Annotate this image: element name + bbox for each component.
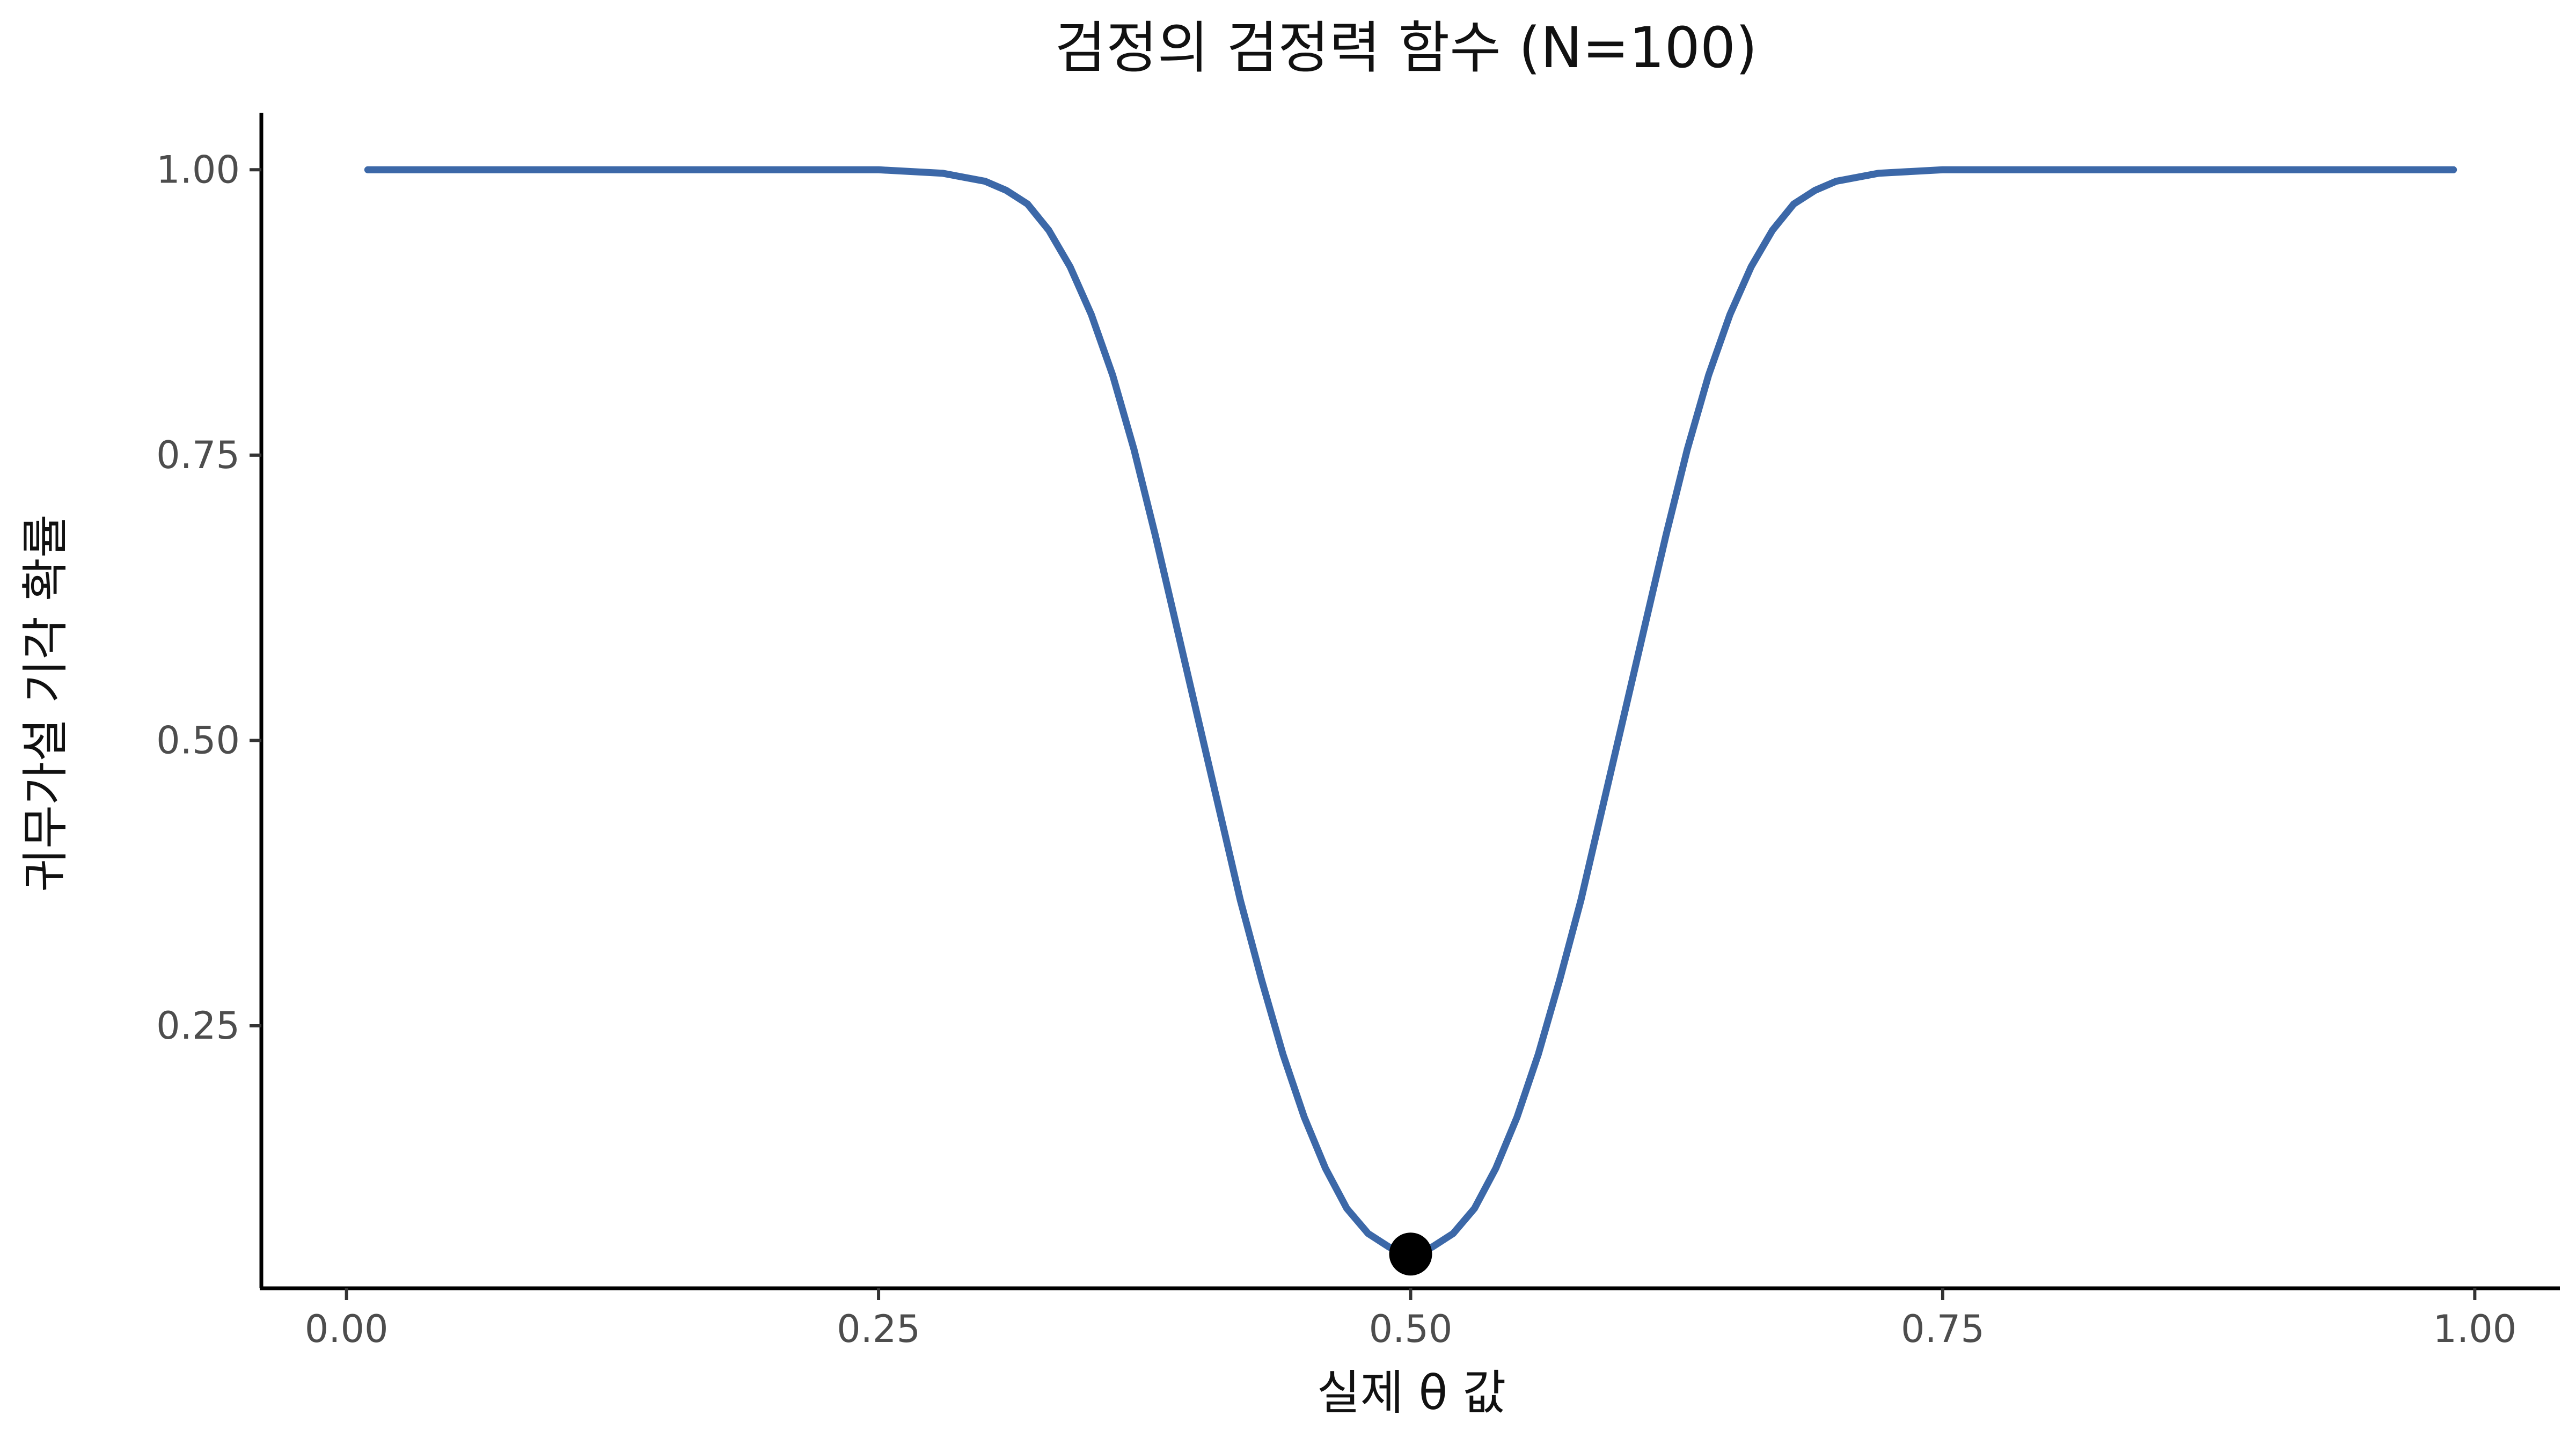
x-tick-label: 0.50 [1369,1307,1453,1351]
null-hypothesis-point [1389,1232,1432,1276]
y-tick-label: 0.50 [156,718,240,762]
x-tick-label: 1.00 [2433,1307,2516,1351]
chart-title: 검정의 검정력 함수 (N=100) [1055,15,1757,81]
y-tick-label: 0.75 [156,433,240,477]
y-tick-label: 0.25 [156,1004,240,1048]
power-curve-series [364,166,2457,1252]
y-axis-title: 귀무가설 기각 확률 [18,514,73,892]
x-tick-label: 0.00 [305,1307,389,1351]
y-tick-label: 1.00 [156,148,240,192]
x-axis-title: 실제 θ 값 [1317,1365,1506,1420]
x-axis-ticks: 0.00 0.25 0.50 0.75 1.00 [305,1288,2516,1351]
x-tick-label: 0.75 [1901,1307,1985,1351]
x-tick-label: 0.25 [837,1307,920,1351]
y-axis-ticks: 0.25 0.50 0.75 1.00 [156,148,261,1048]
